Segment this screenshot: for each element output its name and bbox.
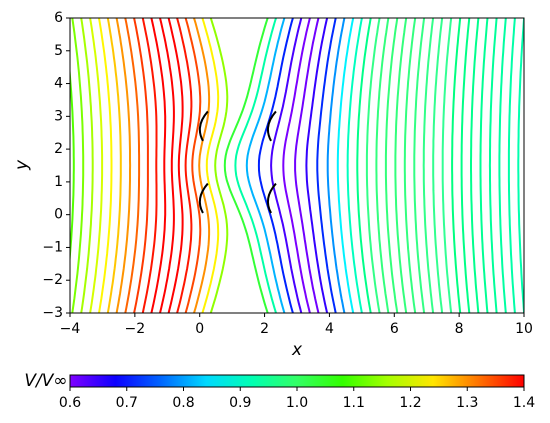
streamline (245, 18, 286, 313)
streamline (223, 18, 269, 313)
streamline (432, 18, 444, 313)
y-tick-label: 2 (54, 141, 63, 157)
streamline (124, 18, 141, 313)
colorbar-tick-label: 1.4 (513, 395, 535, 411)
y-tick-label: 3 (54, 108, 63, 124)
x-tick-label: −2 (125, 321, 146, 337)
y-tick-label: 4 (54, 76, 63, 92)
streamline (234, 18, 277, 313)
colorbar-tick-label: 1.2 (399, 395, 421, 411)
y-tick-label: −3 (42, 305, 63, 321)
x-tick-label: 8 (455, 321, 464, 337)
colorbar (69, 374, 525, 388)
streamline (209, 18, 229, 313)
streamline (422, 18, 435, 313)
x-tick-label: 2 (260, 321, 269, 337)
x-tick-label: 4 (325, 321, 334, 337)
streamline (403, 18, 417, 313)
streamline (133, 18, 149, 313)
streamline (71, 18, 85, 313)
streamline (413, 18, 426, 313)
streamline (316, 18, 337, 313)
streamline (488, 18, 498, 313)
streamline (141, 18, 158, 313)
streamline (479, 18, 489, 313)
streamline (201, 18, 220, 313)
streamline (326, 18, 346, 313)
streamline (365, 18, 381, 313)
streamline (193, 18, 211, 313)
streamline (470, 18, 480, 313)
colorbar-tick-label: 1.1 (343, 395, 365, 411)
colorbar-tick-label: 0.9 (229, 395, 251, 411)
y-axis-label: y (12, 159, 32, 171)
x-tick-label: −4 (60, 321, 81, 337)
streamline (517, 18, 524, 313)
streamline (441, 18, 453, 313)
streamline (115, 18, 132, 313)
x-tick-label: 6 (390, 321, 399, 337)
streamline (356, 18, 372, 313)
plot-area (70, 18, 524, 313)
streamline (394, 18, 408, 313)
streamline (507, 18, 516, 313)
y-tick-label: 6 (54, 10, 63, 26)
streamline (106, 18, 122, 313)
x-tick-label: 10 (515, 321, 533, 337)
streamline (167, 18, 184, 313)
airfoil (198, 110, 209, 142)
streamline (305, 18, 329, 313)
colorbar-tick-label: 0.7 (116, 395, 138, 411)
axes-frame (69, 17, 525, 314)
streamline (150, 18, 167, 313)
streamline (257, 18, 294, 313)
y-tick-label: −2 (42, 272, 63, 288)
airfoil (266, 182, 277, 214)
streamline (98, 18, 113, 313)
x-tick-label: 0 (195, 321, 204, 337)
streamline (336, 18, 355, 313)
y-tick-label: 5 (54, 43, 63, 59)
streamline (384, 18, 399, 313)
streamline (70, 65, 75, 266)
y-tick-label: −1 (42, 239, 63, 255)
streamline (451, 18, 462, 313)
streamline (294, 18, 320, 313)
streamline (498, 18, 507, 313)
streamline (184, 18, 202, 313)
streamline (375, 18, 390, 313)
y-tick-label: 1 (54, 174, 63, 190)
colorbar-tick-label: 1.3 (456, 395, 478, 411)
colorbar-tick-label: 0.8 (172, 395, 194, 411)
streamline (460, 18, 471, 313)
airfoil (266, 110, 277, 142)
y-tick-label: 0 (54, 207, 63, 223)
colorbar-tick-label: 1.0 (286, 395, 308, 411)
airfoil (198, 182, 209, 214)
colorbar-label: V/V∞ (24, 371, 67, 391)
streamline (346, 18, 363, 313)
streamline (89, 18, 104, 313)
colorbar-tick-label: 0.6 (59, 395, 81, 411)
streamline (80, 18, 94, 313)
streamline (282, 18, 311, 313)
streamline (176, 18, 193, 313)
streamline (270, 18, 303, 313)
x-axis-label: x (291, 340, 303, 360)
streamline (159, 18, 175, 313)
